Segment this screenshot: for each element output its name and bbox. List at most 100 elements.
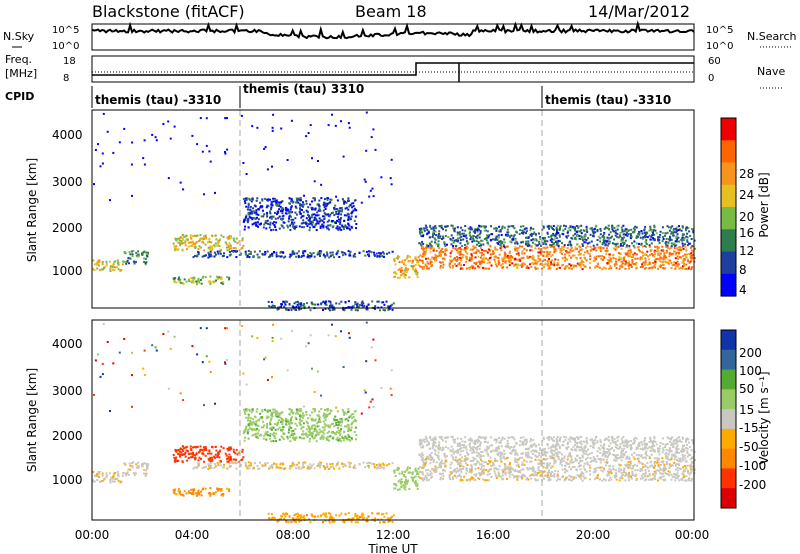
power-point [581, 244, 584, 247]
velocity-point [379, 521, 381, 524]
power-point [432, 230, 435, 233]
power-point [365, 149, 368, 152]
power-point [474, 230, 476, 233]
power-point [566, 251, 568, 254]
power-point [644, 259, 647, 262]
power-point [479, 247, 482, 250]
power-point [318, 217, 321, 220]
velocity-point [228, 448, 231, 451]
velocity-point [101, 474, 104, 477]
power-point [506, 266, 509, 269]
power-point [501, 242, 504, 244]
power-point [303, 250, 306, 253]
velocity-point [289, 422, 291, 425]
power-point [484, 229, 487, 232]
power-point [197, 250, 199, 253]
velocity-point [204, 445, 207, 448]
power-point [583, 265, 586, 268]
power-point [315, 214, 318, 217]
power-point [298, 225, 301, 228]
velocity-point [244, 428, 247, 431]
velocity-point [246, 466, 249, 469]
power-point [432, 226, 435, 229]
velocity-point [202, 453, 205, 456]
velocity-point [290, 409, 293, 412]
power-point [303, 305, 306, 308]
power-point [337, 250, 340, 252]
power-point [566, 230, 569, 233]
power-point [404, 264, 407, 267]
velocity-point [192, 446, 194, 449]
power-point [169, 137, 172, 140]
power-point [331, 254, 334, 257]
power-point [199, 117, 202, 119]
power-point [388, 251, 391, 254]
velocity-point [248, 408, 251, 411]
power-point [475, 261, 478, 264]
power-point [356, 303, 358, 306]
power-point [470, 264, 473, 267]
velocity-point [546, 467, 549, 470]
power-point [235, 237, 238, 240]
power-point [620, 263, 623, 266]
power-point [651, 266, 654, 269]
velocity-point [411, 471, 414, 474]
velocity-point [280, 466, 283, 469]
velocity-point [326, 409, 329, 412]
power-point [590, 227, 593, 230]
power-point [486, 236, 489, 239]
power-point [622, 224, 625, 227]
power-point [542, 226, 545, 229]
velocity-point [308, 425, 310, 428]
power-point [290, 308, 293, 311]
velocity-point [479, 458, 482, 461]
velocity-point [608, 464, 611, 467]
power-point [335, 227, 338, 230]
power-point [586, 231, 589, 234]
cpid-segment-1: themis (tau) -3310 [95, 93, 221, 107]
power-point [264, 146, 267, 149]
velocity-point [371, 512, 374, 515]
power-point [353, 252, 356, 255]
velocity-point [292, 519, 295, 522]
velocity-point [327, 426, 330, 429]
velocity-point [211, 445, 213, 448]
power-point [209, 283, 212, 285]
power-point [497, 257, 500, 260]
power-point [523, 252, 526, 255]
power-point [601, 268, 604, 271]
power-point [458, 247, 461, 250]
power-point [96, 267, 99, 270]
velocity-point [300, 433, 303, 436]
velocity-point [248, 467, 251, 470]
power-point [245, 214, 248, 217]
power-point [549, 245, 552, 248]
velocity-point [516, 461, 519, 464]
power-point [537, 232, 540, 235]
velocity-point [417, 467, 420, 470]
velocity-point [657, 464, 660, 466]
power-point [442, 266, 444, 269]
power-point [321, 223, 324, 226]
power-point [210, 255, 213, 258]
power-point [109, 268, 112, 271]
power-point [209, 275, 212, 278]
velocity-point [108, 472, 111, 475]
power-point [478, 233, 481, 236]
power-point [650, 229, 653, 232]
power-point [145, 254, 148, 256]
power-point [314, 198, 316, 201]
power-point [312, 226, 315, 229]
velocity-point [183, 447, 186, 450]
velocity-point [299, 415, 301, 418]
velocity-point [639, 477, 642, 480]
power-point [336, 251, 339, 254]
power-point [307, 219, 310, 222]
velocity-point [245, 465, 248, 468]
power-point [525, 230, 528, 233]
power-point [532, 233, 535, 235]
power-point [130, 163, 133, 166]
power-point [540, 248, 543, 251]
power-point [530, 256, 533, 259]
power-point [546, 231, 549, 234]
